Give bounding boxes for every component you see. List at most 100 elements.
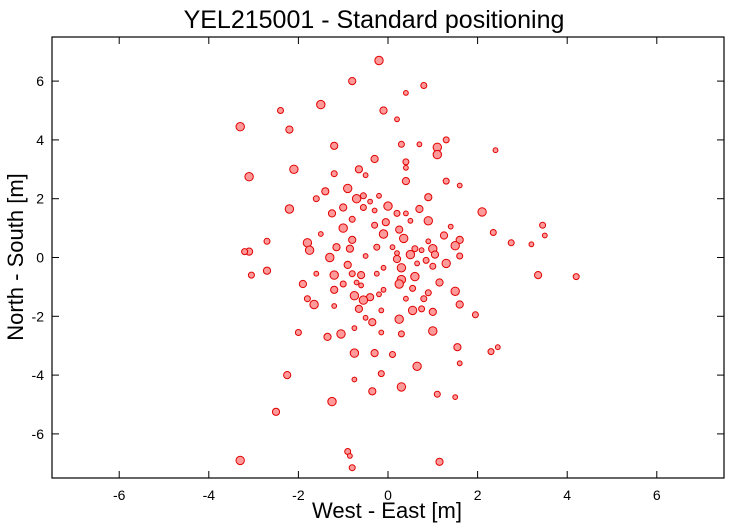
data-point [347, 453, 353, 459]
data-point [415, 204, 424, 214]
y-tick: -2 [32, 308, 724, 324]
y-tick: 2 [36, 191, 724, 207]
data-point [377, 370, 385, 378]
data-point [348, 464, 356, 472]
data-point [411, 245, 419, 253]
data-point [332, 243, 341, 252]
data-point [401, 177, 410, 186]
data-point [442, 177, 450, 185]
data-point [321, 187, 330, 196]
x-tick-label: -4 [203, 487, 216, 503]
data-point [312, 195, 320, 203]
data-point [433, 390, 441, 398]
data-point [345, 244, 354, 253]
data-point [455, 235, 464, 244]
y-tick-label: 4 [36, 132, 44, 148]
data-point [450, 241, 460, 251]
y-tick-label: -4 [32, 367, 45, 383]
data-point [244, 172, 254, 182]
data-point [329, 270, 339, 280]
data-point [572, 273, 580, 281]
data-point [235, 455, 245, 466]
data-point [414, 260, 421, 267]
data-point [374, 55, 384, 66]
x-tick-label: 4 [563, 487, 571, 503]
data-point [418, 247, 425, 254]
data-point [477, 207, 487, 217]
data-point [362, 172, 369, 179]
x-tick: -6 [113, 37, 126, 503]
data-point [357, 271, 366, 280]
data-point [394, 250, 400, 257]
data-point [343, 183, 353, 194]
data-point [349, 291, 360, 301]
data-point [373, 243, 381, 251]
data-point [303, 295, 311, 303]
data-point [455, 300, 464, 309]
x-tick-label: 0 [384, 487, 392, 503]
data-point [362, 314, 369, 321]
data-point [343, 260, 352, 269]
data-point [405, 249, 416, 260]
data-point [348, 235, 357, 244]
data-point [262, 266, 272, 275]
data-point [325, 252, 335, 263]
y-tick-label: -6 [32, 426, 45, 442]
data-point [263, 237, 271, 245]
data-point [452, 394, 459, 401]
data-point [380, 286, 387, 293]
data-point [383, 201, 393, 211]
data-point [376, 192, 382, 199]
data-point [285, 125, 294, 134]
data-point [402, 158, 410, 166]
data-point [471, 311, 479, 319]
data-point [371, 221, 379, 229]
data-point [396, 382, 407, 392]
x-tick: 2 [474, 37, 482, 503]
data-point [397, 330, 405, 338]
data-point [418, 305, 426, 313]
data-point [354, 304, 363, 313]
data-point [327, 396, 337, 407]
data-point [370, 154, 379, 164]
data-point [407, 305, 418, 316]
data-point [235, 122, 245, 132]
y-tick: 6 [36, 73, 724, 89]
y-tick: -4 [32, 367, 724, 383]
data-point [439, 231, 449, 240]
data-point [492, 147, 499, 154]
data-point [396, 263, 407, 273]
plot-frame [51, 36, 725, 479]
data-point [494, 344, 501, 351]
data-point [323, 332, 332, 341]
y-tick: 0 [36, 250, 724, 266]
data-point [309, 299, 319, 310]
data-point [339, 203, 348, 212]
data-point [389, 351, 396, 358]
data-point [380, 264, 387, 271]
data-point [313, 270, 320, 277]
data-point [435, 278, 444, 287]
x-tick: -2 [292, 37, 305, 503]
data-point [416, 141, 423, 148]
data-point [403, 210, 409, 217]
x-tick: -4 [203, 37, 216, 503]
data-point [399, 233, 409, 244]
data-point [241, 248, 249, 256]
data-point [351, 376, 358, 383]
data-point [534, 271, 543, 280]
chart-title: YEL215001 - Standard positioning [184, 6, 565, 34]
data-point [298, 279, 307, 289]
data-point [422, 256, 430, 264]
data-point [376, 291, 382, 298]
data-point [428, 307, 437, 316]
data-point [487, 348, 495, 356]
data-point [393, 209, 401, 217]
data-point [294, 329, 302, 336]
data-point [447, 223, 454, 230]
data-point [453, 343, 462, 352]
data-point [351, 325, 358, 332]
data-point [395, 225, 404, 234]
data-point [370, 349, 379, 358]
